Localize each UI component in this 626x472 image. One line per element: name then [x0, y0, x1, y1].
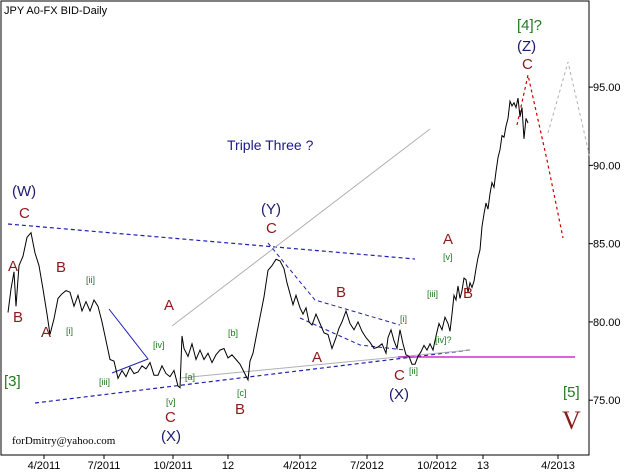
y-tick-label: 85.00	[593, 239, 621, 251]
projection-red	[516, 74, 564, 239]
annotation-note: Triple Three ?	[227, 137, 314, 153]
x-tick-label: 10/2011	[154, 460, 193, 472]
label-green-3: [3]	[4, 373, 21, 390]
y-axis-ticks: 75.00 80.00 85.00 90.00 95.00	[589, 82, 621, 407]
price-series-line	[7, 97, 529, 389]
label-red-a-3: A	[164, 297, 174, 314]
x-tick-label: 4/2012	[283, 460, 317, 472]
lower-channel-line	[34, 349, 471, 404]
y-tick-label: 95.00	[593, 82, 621, 94]
label-small-v-1: [v]	[166, 397, 176, 407]
label-navy-y: (Y)	[261, 201, 281, 218]
label-small-a: [a]	[185, 372, 195, 382]
label-navy-x-2: (X)	[389, 386, 409, 403]
label-red-b-5: B	[235, 401, 245, 418]
x-tick-label: 4/2011	[28, 460, 61, 472]
label-red-b-4: B	[463, 285, 473, 302]
label-small-iv-1: [iv]	[153, 340, 165, 350]
x-tick-label: 7/2011	[88, 460, 121, 472]
label-red-b-1: B	[13, 309, 23, 326]
label-red-c-1: C	[19, 205, 30, 222]
label-red-a-1: A	[8, 258, 18, 275]
label-red-c-3: C	[266, 220, 277, 237]
label-red-b-3: B	[336, 284, 346, 301]
wave-guides	[7, 61, 591, 404]
wedge-guide-lower	[299, 317, 406, 351]
label-red-a-4: A	[312, 349, 322, 366]
x-tick-label: 4/2013	[541, 460, 575, 472]
label-small-iv-2: [iv]?	[435, 335, 452, 345]
projection-grey	[547, 61, 591, 159]
label-small-ii-2: [ii]	[409, 366, 418, 376]
label-red-a-2: A	[41, 324, 51, 341]
upper-channel-line	[7, 223, 416, 260]
x-axis-ticks: 4/2011 7/2011 10/2011 12 4/2012 7/2012 10/2012…	[28, 455, 575, 472]
label-red-a-5: A	[443, 231, 453, 248]
label-big-v: V	[562, 406, 581, 435]
y-tick-label: 90.00	[593, 160, 621, 172]
triangle-guide	[108, 308, 149, 374]
label-small-c: [c]	[237, 388, 247, 398]
label-red-b-2: B	[56, 259, 66, 276]
y-tick-label: 75.00	[593, 395, 621, 407]
x-tick-label: 13	[477, 460, 489, 472]
label-small-iii-1: [iii]	[99, 377, 110, 387]
label-navy-x-1: (X)	[161, 428, 181, 445]
label-navy-w: (W)	[12, 183, 36, 200]
chart-title: JPY A0-FX BID-Daily	[4, 5, 108, 17]
label-red-c-4: C	[394, 367, 405, 384]
label-small-b: [b]	[228, 328, 238, 338]
label-red-c-5: C	[522, 56, 533, 73]
plot-frame	[0, 0, 590, 456]
label-small-i-1: [i]	[66, 326, 73, 336]
label-green-5: [5]	[563, 384, 580, 401]
x-tick-label: 7/2012	[350, 460, 384, 472]
label-small-i-2: [i]	[400, 314, 407, 324]
label-small-iii-2: [iii]	[427, 289, 438, 299]
grey-trend-line	[171, 128, 431, 327]
label-small-ii-1: [ii]	[86, 275, 95, 285]
grey-base-line	[179, 349, 471, 379]
label-small-v-2: [v]	[443, 252, 453, 262]
wedge-guide-upper	[267, 242, 401, 326]
label-navy-z: (Z)	[517, 38, 536, 55]
label-red-c-2: C	[165, 409, 176, 426]
y-tick-label: 80.00	[593, 317, 621, 329]
credit-text: forDmitry@yahoo.com	[12, 435, 116, 447]
label-green-4: [4]?	[517, 17, 542, 34]
x-tick-label: 10/2012	[417, 460, 457, 472]
x-tick-label: 12	[222, 460, 234, 472]
